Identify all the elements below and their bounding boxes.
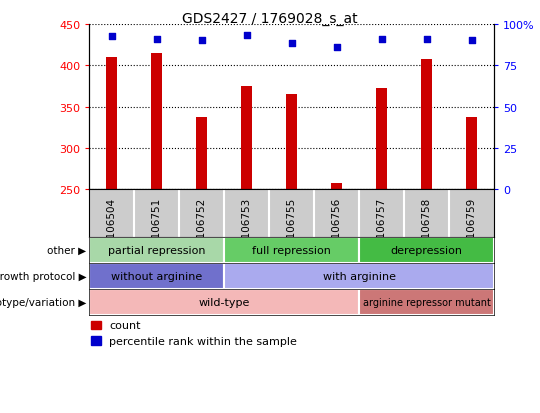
Bar [89, 237, 224, 263]
Text: GSM106758: GSM106758 [422, 197, 431, 260]
Bar [359, 237, 494, 263]
Point [467, 38, 476, 45]
Text: count: count [109, 320, 141, 330]
Text: GSM106753: GSM106753 [241, 197, 252, 260]
Bar [91, 337, 102, 345]
Text: GSM106504: GSM106504 [106, 197, 117, 260]
Bar [89, 263, 224, 290]
Bar [241, 87, 252, 190]
Text: arginine repressor mutant: arginine repressor mutant [363, 297, 490, 308]
Text: percentile rank within the sample: percentile rank within the sample [109, 336, 297, 346]
Point [197, 38, 206, 45]
Bar [359, 290, 494, 316]
Bar [466, 118, 477, 190]
Bar [106, 58, 117, 190]
Bar [421, 59, 432, 190]
Text: GSM106759: GSM106759 [467, 197, 477, 260]
Bar [286, 95, 297, 190]
Text: without arginine: without arginine [111, 271, 202, 282]
Text: full repression: full repression [252, 245, 331, 256]
Point [242, 32, 251, 39]
Text: GSM106751: GSM106751 [152, 197, 161, 260]
Point [287, 40, 296, 47]
Text: GSM106757: GSM106757 [376, 197, 387, 260]
Text: other ▶: other ▶ [48, 245, 86, 256]
Text: GSM106752: GSM106752 [197, 197, 207, 260]
Text: growth protocol ▶: growth protocol ▶ [0, 271, 86, 282]
Point [107, 34, 116, 40]
Point [152, 36, 161, 43]
Text: GDS2427 / 1769028_s_at: GDS2427 / 1769028_s_at [182, 12, 358, 26]
Bar [331, 183, 342, 190]
Point [332, 45, 341, 51]
Text: genotype/variation ▶: genotype/variation ▶ [0, 297, 86, 308]
Text: with arginine: with arginine [322, 271, 396, 282]
Bar [224, 237, 359, 263]
Point [422, 36, 431, 43]
Text: partial repression: partial repression [108, 245, 205, 256]
Text: GSM106756: GSM106756 [332, 197, 342, 260]
Point [377, 36, 386, 43]
Bar [196, 118, 207, 190]
Bar [89, 290, 359, 316]
Text: derepression: derepression [390, 245, 463, 256]
Text: GSM106755: GSM106755 [287, 197, 296, 260]
Bar [224, 263, 494, 290]
Bar [376, 89, 387, 190]
Bar [91, 321, 102, 330]
Text: wild-type: wild-type [198, 297, 250, 308]
Bar [151, 54, 162, 190]
